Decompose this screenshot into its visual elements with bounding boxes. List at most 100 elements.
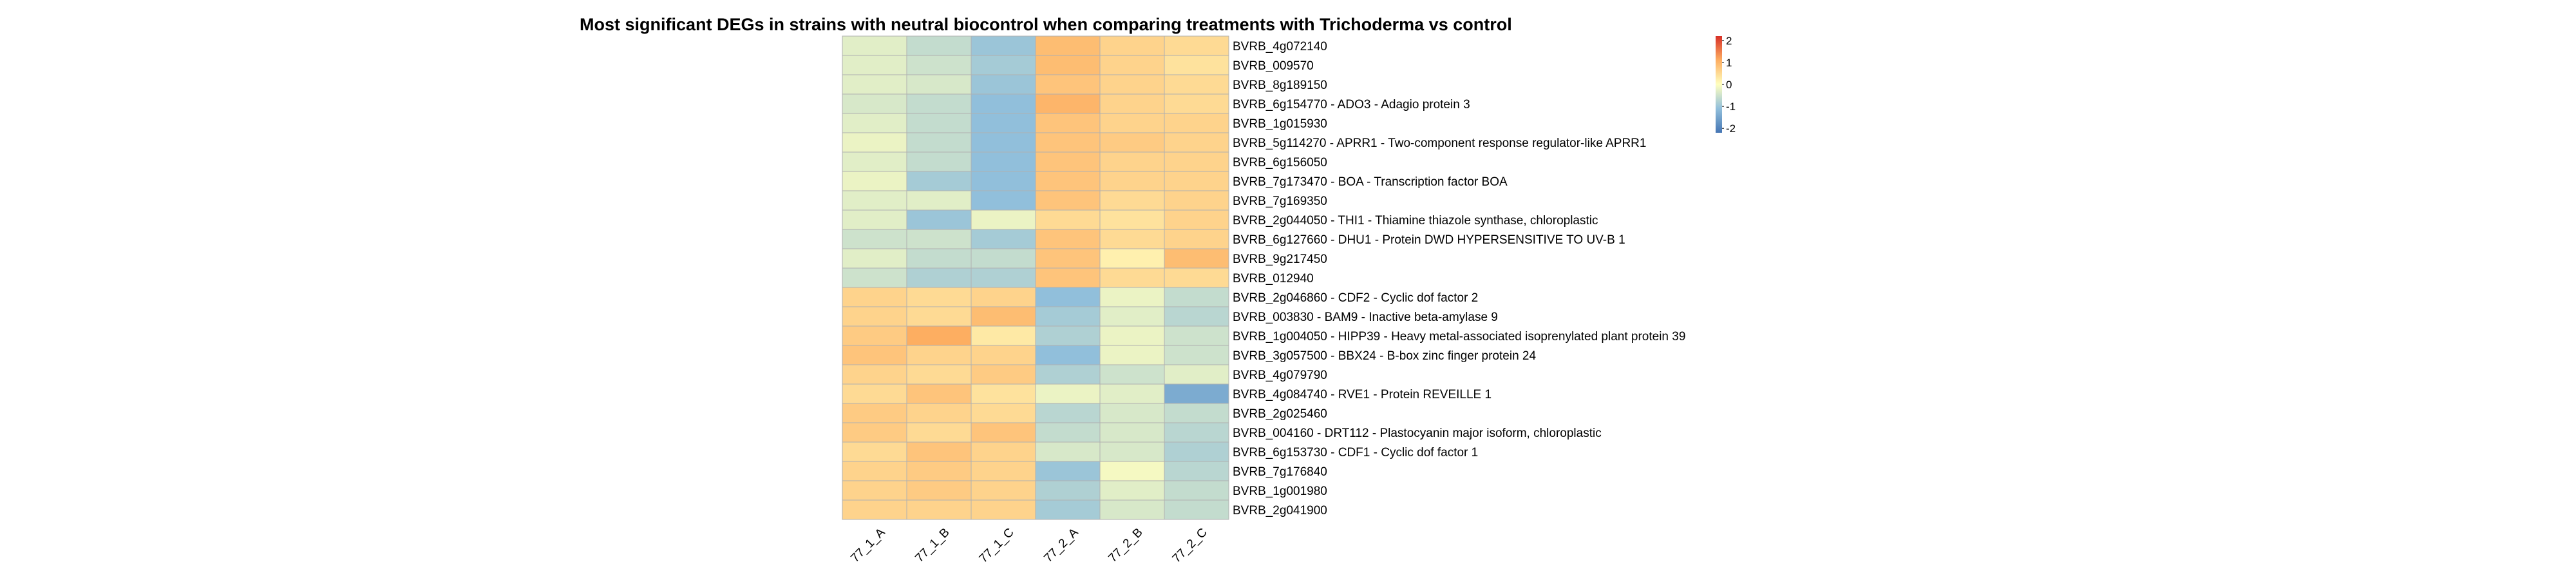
heatmap-cell <box>842 499 907 520</box>
heatmap-cell <box>842 325 907 346</box>
row-label: BVRB_2g046860 - CDF2 - Cyclic dof factor… <box>1233 291 1478 305</box>
heatmap-cell <box>971 287 1036 307</box>
heatmap-cell <box>1099 93 1165 114</box>
heatmap-cell <box>1099 267 1165 288</box>
heatmap-cell <box>1099 35 1165 56</box>
heatmap-cell <box>1099 132 1165 153</box>
heatmap-cell <box>1099 480 1165 501</box>
heatmap-cell <box>842 461 907 481</box>
row-label: BVRB_003830 - BAM9 - Inactive beta-amyla… <box>1233 311 1498 324</box>
row-label: BVRB_7g169350 <box>1233 195 1327 208</box>
heatmap-cell <box>842 306 907 327</box>
heatmap-cell <box>906 364 972 385</box>
heatmap-cell <box>1164 171 1229 191</box>
row-label: BVRB_1g001980 <box>1233 485 1327 498</box>
heatmap-cell <box>1035 499 1101 520</box>
heatmap-cell <box>842 441 907 462</box>
row-label: BVRB_9g217450 <box>1233 253 1327 266</box>
heatmap-cell <box>842 74 907 95</box>
heatmap-cell <box>906 35 972 56</box>
row-label: BVRB_2g041900 <box>1233 504 1327 517</box>
heatmap-cell <box>971 422 1036 443</box>
heatmap-cell <box>842 345 907 365</box>
column-label: 77_2_B <box>1106 526 1145 565</box>
heatmap-cell <box>971 229 1036 249</box>
heatmap-cell <box>842 113 907 133</box>
heatmap-cell <box>906 55 972 75</box>
heatmap-cell <box>1099 422 1165 443</box>
heatmap-cell <box>906 287 972 307</box>
heatmap-cell <box>971 461 1036 481</box>
heatmap-cell <box>1099 209 1165 230</box>
heatmap-cell <box>1164 74 1229 95</box>
heatmap-cell <box>906 132 972 153</box>
heatmap-cell <box>906 422 972 443</box>
heatmap-cell <box>1164 113 1229 133</box>
chart-title: Most significant DEGs in strains with ne… <box>580 15 1512 34</box>
heatmap-cell <box>1035 132 1101 153</box>
heatmap-cell <box>1164 441 1229 462</box>
heatmap-cell <box>1099 55 1165 75</box>
heatmap-cell <box>906 93 972 114</box>
row-label: BVRB_2g025460 <box>1233 407 1327 421</box>
heatmap-cell <box>971 403 1036 423</box>
legend-color-bar <box>1716 36 1722 133</box>
heatmap-cell <box>906 345 972 365</box>
row-labels: BVRB_4g072140 BVRB_009570 BVRB_8g189150 BVR… <box>1233 40 1685 517</box>
heatmap-cell <box>971 55 1036 75</box>
heatmap-cell <box>842 151 907 172</box>
legend-tick-label: 1 <box>1726 57 1732 69</box>
heatmap-cell <box>1035 209 1101 230</box>
row-label: BVRB_012940 <box>1233 272 1314 285</box>
heatmap-cell <box>1035 287 1101 307</box>
row-label: BVRB_6g156050 <box>1233 156 1327 169</box>
heatmap-cell <box>1099 248 1165 269</box>
heatmap-cell <box>1099 441 1165 462</box>
heatmap-cell <box>971 190 1036 211</box>
heatmap-cell <box>971 74 1036 95</box>
row-label: BVRB_004160 - DRT112 - Plastocyanin majo… <box>1233 427 1602 440</box>
heatmap-cell <box>971 209 1036 230</box>
heatmap-cell <box>971 480 1036 501</box>
heatmap-cell <box>1035 422 1101 443</box>
heatmap-cell <box>906 209 972 230</box>
heatmap-cell <box>1035 441 1101 462</box>
heatmap-cell <box>1164 325 1229 346</box>
row-label: BVRB_7g173470 - BOA - Transcription fact… <box>1233 175 1508 189</box>
heatmap-cell <box>1164 345 1229 365</box>
heatmap-cell <box>1164 55 1229 75</box>
heatmap-cell <box>1035 171 1101 191</box>
heatmap-cell <box>971 441 1036 462</box>
row-label: BVRB_2g044050 - THI1 - Thiamine thiazole… <box>1233 214 1598 227</box>
heatmap-cells <box>842 35 1229 520</box>
heatmap-cell <box>842 403 907 423</box>
heatmap-cell <box>842 229 907 249</box>
heatmap-cell <box>971 345 1036 365</box>
heatmap-cell <box>1099 499 1165 520</box>
heatmap-cell <box>971 325 1036 346</box>
heatmap-cell <box>906 151 972 172</box>
heatmap-cell <box>1035 306 1101 327</box>
row-label: BVRB_009570 <box>1233 59 1314 73</box>
heatmap-cell <box>971 132 1036 153</box>
heatmap-cell <box>1099 461 1165 481</box>
heatmap-cell <box>1099 383 1165 404</box>
row-label: BVRB_4g079790 <box>1233 369 1327 382</box>
row-label: BVRB_6g153730 - CDF1 - Cyclic dof factor… <box>1233 446 1478 459</box>
row-label: BVRB_6g127660 - DHU1 - Protein DWD HYPER… <box>1233 233 1625 247</box>
legend-tick-label: -1 <box>1726 101 1736 113</box>
heatmap-cell <box>842 287 907 307</box>
heatmap-cell <box>906 461 972 481</box>
heatmap-cell <box>1099 325 1165 346</box>
heatmap-cell <box>906 267 972 288</box>
heatmap-cell <box>971 248 1036 269</box>
heatmap-cell <box>1099 306 1165 327</box>
heatmap-cell <box>1164 229 1229 249</box>
heatmap-cell <box>1035 325 1101 346</box>
heatmap-cell <box>1164 190 1229 211</box>
heatmap-cell <box>1035 248 1101 269</box>
heatmap-cell <box>842 171 907 191</box>
heatmap-cell <box>1099 151 1165 172</box>
heatmap-cell <box>842 209 907 230</box>
heatmap-cell <box>842 248 907 269</box>
